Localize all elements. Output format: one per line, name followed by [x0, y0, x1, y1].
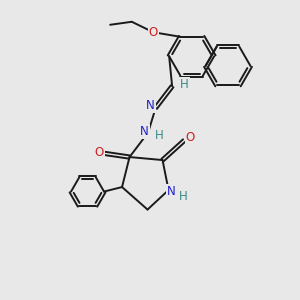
Text: N: N — [167, 185, 175, 198]
Text: H: H — [155, 129, 164, 142]
Text: O: O — [94, 146, 104, 159]
Text: H: H — [180, 78, 189, 91]
Text: H: H — [179, 190, 188, 202]
Text: N: N — [140, 125, 149, 138]
Text: O: O — [185, 131, 195, 144]
Text: O: O — [149, 26, 158, 39]
Text: N: N — [146, 99, 154, 112]
